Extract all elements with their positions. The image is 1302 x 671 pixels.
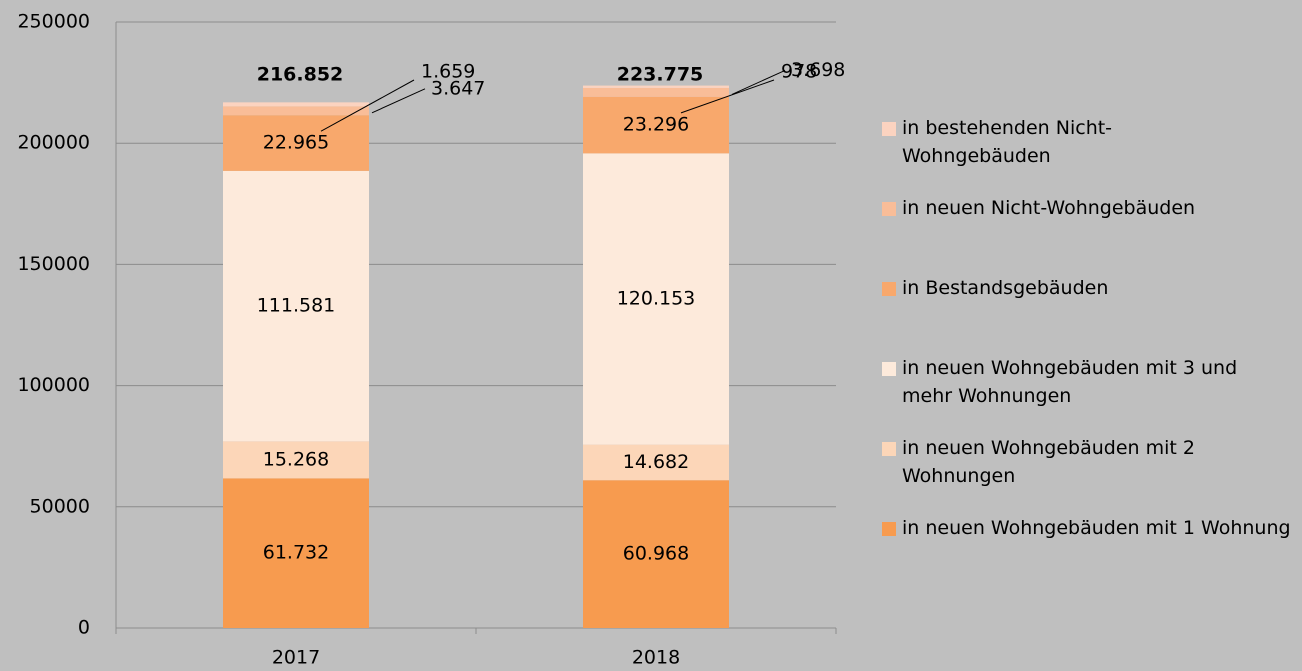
data-label: 111.581: [257, 295, 336, 317]
bar-segment: [583, 96, 729, 154]
data-label: 23.296: [623, 114, 689, 136]
y-tick-label: 50000: [30, 495, 90, 517]
bar-segment: [583, 153, 729, 445]
legend-label: in neuen Wohngebäuden mit 3 und mehr Woh…: [902, 357, 1238, 407]
data-label: 22.965: [263, 132, 329, 154]
bar-segment: [583, 87, 729, 97]
x-tick-label: 2017: [272, 647, 320, 669]
legend-swatch: [882, 122, 896, 136]
legend-label: in Bestandsgebäuden: [902, 277, 1109, 299]
data-label: 978: [781, 61, 817, 83]
bar-segment: [583, 85, 729, 88]
legend-label: in neuen Wohngebäuden mit 2 Wohnungen: [902, 437, 1195, 487]
x-tick-label: 2018: [632, 647, 680, 669]
bar-segment: [583, 444, 729, 481]
data-label: 14.682: [623, 451, 689, 473]
legend-swatch: [882, 442, 896, 456]
legend-swatch: [882, 522, 896, 536]
data-label: 3.698: [791, 59, 845, 81]
total-label: 223.775: [617, 64, 704, 86]
data-label: 120.153: [617, 287, 696, 309]
legend-item: in bestehenden Nicht-Wohngebäuden: [882, 114, 1292, 170]
y-tick-label: 200000: [17, 132, 90, 154]
legend-swatch: [882, 202, 896, 216]
data-label: 61.732: [263, 542, 329, 564]
legend-item: in neuen Wohngebäuden mit 3 und mehr Woh…: [882, 354, 1292, 410]
legend-label: in neuen Wohngebäuden mit 1 Wohnung: [902, 517, 1291, 539]
leader-line: [680, 79, 775, 114]
legend-item: in neuen Nicht-Wohngebäuden: [882, 194, 1292, 222]
data-label: 3.647: [431, 77, 485, 99]
bar-segment: [583, 480, 729, 628]
total-label: 216.852: [257, 64, 344, 86]
legend-label: in neuen Nicht-Wohngebäuden: [902, 197, 1196, 219]
legend-swatch: [882, 362, 896, 376]
data-label: 60.968: [623, 543, 689, 565]
data-label: 1.659: [421, 61, 475, 83]
bar-segment: [223, 106, 369, 116]
bar-segment: [223, 170, 369, 442]
y-tick-label: 250000: [17, 11, 90, 33]
y-tick-label: 100000: [17, 374, 90, 396]
legend-item: in neuen Wohngebäuden mit 2 Wohnungen: [882, 434, 1292, 490]
data-label: 15.268: [263, 448, 329, 470]
bar-segment: [223, 478, 369, 628]
leader-line: [320, 79, 415, 132]
legend-item: in Bestandsgebäuden: [882, 274, 1292, 302]
bar-segment: [223, 102, 369, 107]
legend-swatch: [882, 282, 896, 296]
leader-line: [371, 88, 426, 114]
bar-segment: [223, 441, 369, 479]
legend-item: in neuen Wohngebäuden mit 1 Wohnung: [882, 514, 1292, 542]
legend-label: in bestehenden Nicht-Wohngebäuden: [902, 117, 1113, 167]
bar-segment: [223, 115, 369, 171]
y-tick-label: 150000: [17, 253, 90, 275]
leader-line: [731, 69, 786, 95]
y-tick-label: 0: [78, 617, 90, 639]
